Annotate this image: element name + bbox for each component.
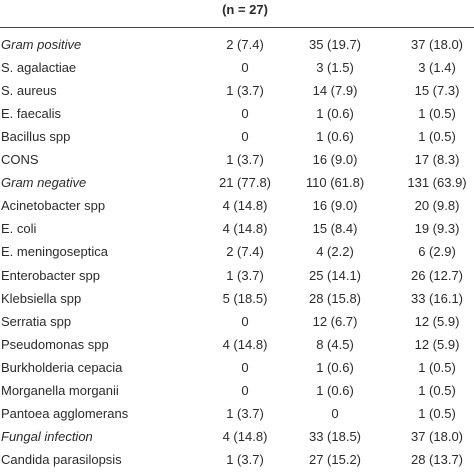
row-label: CONS — [1, 152, 39, 168]
cell-value: 16 (9.0) — [312, 198, 358, 214]
cell-value: 0 — [241, 382, 249, 398]
cell-value: 1 (3.7) — [226, 267, 264, 283]
row-label: Pantoea agglomerans — [1, 405, 129, 421]
cell-value: 1 (3.7) — [226, 451, 264, 467]
cell-value: 4 (14.8) — [222, 428, 268, 444]
cell-value: 2 (7.4) — [226, 244, 264, 260]
row-label: Serratia spp — [1, 313, 72, 329]
column-header: (n = 27) — [222, 2, 268, 17]
cell-value: 4 (14.8) — [222, 198, 268, 214]
cell-value: 37 (18.0) — [410, 428, 464, 444]
cell-value: 4 (14.8) — [222, 336, 268, 352]
cell-value: 1 (0.5) — [418, 382, 456, 398]
cell-value: 33 (16.1) — [410, 290, 464, 306]
cell-value: 4 (2.2) — [316, 244, 354, 260]
cell-value: 1 (0.5) — [418, 129, 456, 145]
cell-value: 131 (63.9) — [407, 175, 467, 191]
cell-value: 33 (18.5) — [308, 428, 362, 444]
cell-value: 15 (7.3) — [414, 83, 460, 99]
cell-value: 37 (18.0) — [410, 37, 464, 52]
row-label: Gram positive — [1, 37, 82, 52]
cell-value: 12 (6.7) — [312, 313, 358, 329]
cell-value: 6 (2.9) — [418, 244, 456, 260]
cell-value: 0 — [241, 313, 249, 329]
row-label: Klebsiella spp — [1, 290, 82, 306]
cell-value: 1 (0.6) — [316, 359, 354, 375]
cell-value: 110 (61.8) — [305, 175, 365, 191]
cell-value: 5 (18.5) — [222, 290, 268, 306]
cell-value: 1 (3.7) — [226, 83, 264, 99]
row-label: Morganella morganii — [1, 382, 119, 398]
row-label: S. agalactiae — [1, 60, 77, 76]
cell-value: 8 (4.5) — [316, 336, 354, 352]
row-label: Candida parasilopsis — [1, 451, 122, 467]
row-label: Gram negative — [1, 175, 87, 191]
cell-value: 0 — [331, 405, 339, 421]
cell-value: 25 (14.1) — [308, 267, 362, 283]
row-label: Fungal infection — [1, 428, 93, 444]
cell-value: 1 (0.5) — [418, 106, 456, 122]
cell-value: 0 — [241, 359, 249, 375]
cell-value: 14 (7.9) — [312, 83, 358, 99]
row-label: S. aureus — [1, 83, 57, 99]
cell-value: 1 (0.6) — [316, 106, 354, 122]
cell-value: 1 (3.7) — [226, 152, 264, 168]
cell-value: 27 (15.2) — [308, 451, 362, 467]
cell-value: 1 (0.5) — [418, 405, 456, 421]
cell-value: 3 (1.4) — [418, 60, 456, 76]
row-label: E. coli — [1, 221, 37, 237]
row-label: Burkholderia cepacia — [1, 359, 123, 375]
cell-value: 17 (8.3) — [414, 152, 460, 168]
cell-value: 1 (0.5) — [418, 359, 456, 375]
cell-value: 0 — [241, 129, 249, 145]
cell-value: 35 (19.7) — [308, 37, 362, 52]
cell-value: 28 (13.7) — [410, 451, 464, 467]
cell-value: 19 (9.3) — [414, 221, 460, 237]
cell-value: 0 — [241, 106, 249, 122]
cell-value: 0 — [241, 60, 249, 76]
cell-value: 20 (9.8) — [414, 198, 460, 214]
cell-value: 1 (0.6) — [316, 382, 354, 398]
row-label: Acinetobacter spp — [1, 198, 106, 214]
cell-value: 2 (7.4) — [226, 37, 264, 52]
row-label: Enterobacter spp — [1, 267, 101, 283]
row-label: E. meningoseptica — [1, 244, 108, 260]
row-label: Pseudomonas spp — [1, 336, 109, 352]
row-label: E. faecalis — [1, 106, 61, 122]
cell-value: 12 (5.9) — [414, 336, 460, 352]
cell-value: 1 (3.7) — [226, 405, 264, 421]
cell-value: 15 (8.4) — [312, 221, 358, 237]
cell-value: 4 (14.8) — [222, 221, 268, 237]
cell-value: 26 (12.7) — [410, 267, 464, 283]
cell-value: 12 (5.9) — [414, 313, 460, 329]
cell-value: 3 (1.5) — [316, 60, 354, 76]
cell-value: 21 (77.8) — [218, 175, 272, 191]
header-rule — [0, 27, 474, 28]
row-label: Bacillus spp — [1, 129, 71, 145]
cell-value: 16 (9.0) — [312, 152, 358, 168]
cell-value: 1 (0.6) — [316, 129, 354, 145]
cell-value: 28 (15.8) — [308, 290, 362, 306]
